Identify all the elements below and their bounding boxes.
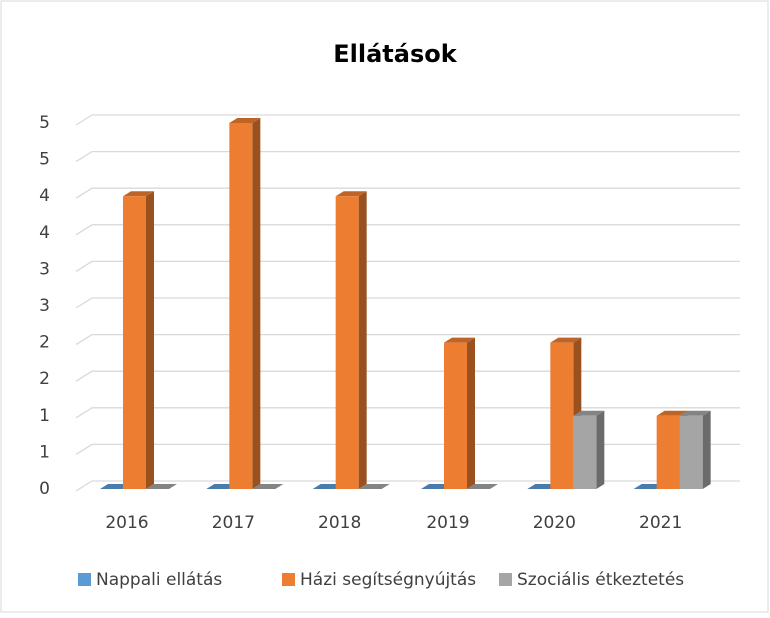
y-tick-label: 3 [39, 296, 50, 316]
y-tick-label: 1 [39, 442, 50, 462]
bar [146, 484, 177, 489]
x-tick-label: 2017 [212, 513, 255, 533]
grid-line [75, 114, 740, 126]
bar [573, 410, 605, 489]
grid-line [75, 480, 740, 492]
bar [252, 484, 284, 489]
bar-top [550, 337, 582, 343]
bar [358, 484, 390, 489]
x-tick-label: 2021 [639, 513, 682, 533]
bar [123, 191, 154, 489]
grid-line [75, 443, 740, 455]
grid-line [75, 297, 740, 309]
bar-front [656, 415, 680, 489]
y-tick-label: 4 [39, 223, 50, 243]
bar-side [467, 337, 475, 489]
legend-label: Házi segítségnyújtás [300, 570, 476, 590]
legend-label: Nappali ellátás [96, 570, 222, 590]
x-tick-label: 2018 [318, 513, 361, 533]
bar-top [573, 410, 605, 416]
bar-side [358, 191, 367, 489]
bar [467, 484, 498, 489]
bar-front [573, 415, 597, 489]
bar-side [596, 410, 605, 489]
bar [229, 118, 261, 489]
legend-label: Szociális étkeztetés [517, 570, 684, 590]
grid-line [75, 187, 740, 199]
bar-top [679, 410, 711, 416]
bar-side [146, 191, 154, 489]
bar-front [679, 415, 703, 489]
grid-line [75, 370, 740, 382]
bar-front [229, 123, 253, 489]
grid-line [75, 224, 740, 236]
y-tick-label: 5 [39, 113, 50, 133]
y-tick-label: 2 [39, 333, 50, 353]
grid-line [75, 150, 740, 163]
bar [335, 191, 367, 489]
bar-front [123, 196, 146, 489]
bar-front [550, 342, 574, 489]
bar-front [444, 342, 467, 489]
bar-top [467, 484, 498, 489]
bar [444, 337, 475, 489]
bar-top [444, 337, 475, 343]
bar-top [335, 191, 367, 197]
bar [679, 410, 711, 489]
y-tick-label: 0 [39, 479, 50, 499]
x-tick-label: 2020 [533, 513, 576, 533]
y-tick-label: 4 [39, 186, 50, 206]
y-tick-label: 3 [39, 259, 50, 279]
grid-line [75, 407, 740, 419]
bar-top [656, 410, 688, 416]
x-tick-label: 2016 [105, 513, 148, 533]
grid-line [75, 260, 740, 272]
legend-swatch [78, 573, 91, 586]
bar-side [252, 118, 261, 489]
bar-side [702, 410, 711, 489]
x-tick-label: 2019 [426, 513, 469, 533]
legend-swatch [282, 573, 295, 586]
bar-top [146, 484, 177, 489]
chart-title: Ellátások [333, 40, 457, 68]
bar-top [358, 484, 390, 489]
bar-top [229, 118, 261, 123]
bar-top [252, 484, 284, 489]
legend-swatch [499, 573, 512, 586]
y-tick-label: 1 [39, 406, 50, 426]
y-tick-label: 2 [39, 369, 50, 389]
grid-line [75, 333, 740, 346]
y-tick-label: 5 [39, 150, 50, 170]
bar-front [335, 196, 359, 489]
bar-top [123, 191, 154, 197]
